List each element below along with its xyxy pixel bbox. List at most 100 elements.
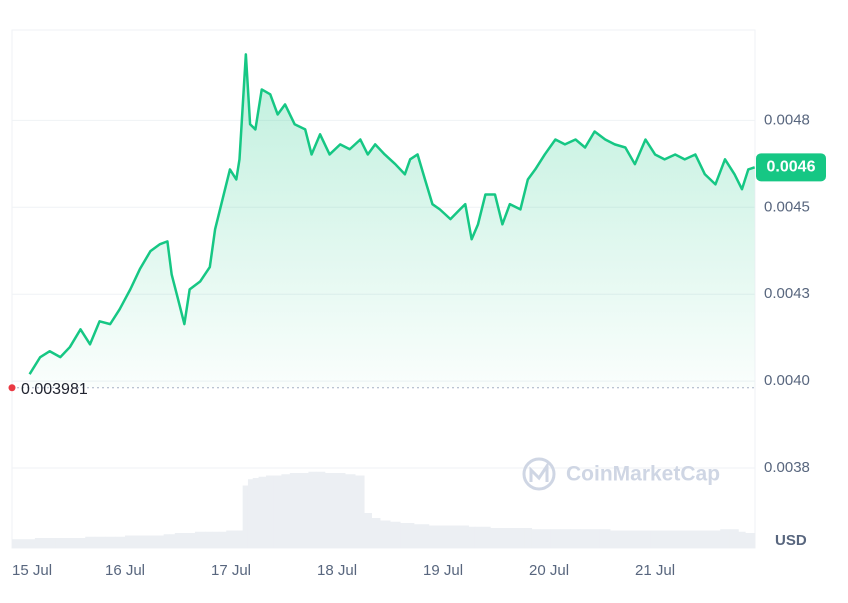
volume-bar <box>390 521 401 548</box>
volume-bar <box>506 528 516 548</box>
y-tick-label: 0.0048 <box>764 111 810 128</box>
volume-bar <box>609 530 621 548</box>
volume-bar <box>125 535 136 548</box>
volume-bar <box>413 524 422 548</box>
current-price-label: 0.0046 <box>767 159 816 176</box>
current-price-badge <box>756 153 826 182</box>
volume-bar <box>710 530 721 548</box>
volume-bar <box>745 533 753 548</box>
price-line <box>28 53 756 375</box>
volume-bar <box>237 530 244 548</box>
volume-bar <box>540 529 551 548</box>
volume-bar <box>355 475 365 548</box>
volume-bar <box>218 531 227 548</box>
volume-bar <box>474 526 483 548</box>
volume-bar <box>371 518 381 548</box>
volume-bar <box>145 535 156 548</box>
volume-bar <box>281 474 291 548</box>
volume-bar <box>570 529 581 548</box>
currency-label: USD <box>775 532 807 549</box>
volume-bar <box>242 485 249 548</box>
volume-bar <box>700 530 711 548</box>
volume-bar <box>455 525 464 548</box>
volume-bar <box>729 529 739 548</box>
x-tick-label: 19 Jul <box>423 562 463 579</box>
volume-bar <box>104 536 116 548</box>
volume-bar <box>379 520 391 548</box>
watermark-text: CoinMarketCap <box>566 463 720 486</box>
volume-bar <box>75 538 86 548</box>
volume-bar <box>174 533 182 548</box>
volume-bar <box>531 529 541 548</box>
volume-bar <box>324 473 336 548</box>
x-tick-label: 15 Jul <box>12 562 52 579</box>
x-tick-label: 21 Jul <box>635 562 675 579</box>
volume-bar <box>669 530 681 548</box>
y-tick-label: 0.0040 <box>764 372 810 389</box>
volume-bar <box>265 475 275 548</box>
volume-bar <box>247 479 254 548</box>
volume-bar <box>481 526 491 548</box>
price-area <box>29 54 755 388</box>
baseline-dot <box>8 384 16 392</box>
volume-bar <box>679 530 691 548</box>
volume-bar <box>308 471 317 548</box>
volume-bar <box>599 529 611 548</box>
volume-bar <box>650 530 661 548</box>
volume-bar <box>659 530 671 548</box>
volume-bar <box>468 526 476 548</box>
volume-bar <box>212 531 220 548</box>
volume-bar <box>289 473 301 548</box>
volume-bar <box>85 536 96 548</box>
volume-bar <box>400 523 409 548</box>
volume-bar <box>233 530 239 548</box>
volume-bar <box>65 538 76 548</box>
volume-bar <box>364 513 372 548</box>
volume-bar <box>299 473 309 548</box>
volume-bar <box>169 534 176 548</box>
volume-bar <box>550 529 561 548</box>
volume-bar <box>428 525 437 548</box>
volume-bar <box>640 530 651 548</box>
volume-bar <box>436 525 446 548</box>
volume-bar <box>498 528 507 548</box>
volume-bar <box>44 538 56 548</box>
baseline-label: 0.003981 <box>21 381 88 398</box>
y-tick-label: 0.0038 <box>764 459 810 476</box>
volume-bar <box>720 529 731 548</box>
volume-bar <box>194 531 206 548</box>
volume-bar <box>515 528 525 548</box>
volume-bar <box>181 533 188 548</box>
volume-bar <box>55 538 66 548</box>
volume-bar <box>34 538 46 548</box>
volume-bar <box>445 525 456 548</box>
volume-bar <box>114 536 126 548</box>
volume-bar <box>344 474 356 548</box>
volume-bar <box>751 533 756 548</box>
x-tick-label: 18 Jul <box>317 562 357 579</box>
x-tick-label: 16 Jul <box>105 562 145 579</box>
volume-bar <box>421 524 430 548</box>
volume-bar <box>630 530 641 548</box>
volume-bar <box>258 476 267 548</box>
volume-bar <box>620 530 631 548</box>
volume-bar <box>187 533 196 548</box>
volume-bar <box>462 525 469 548</box>
y-tick-label: 0.0043 <box>764 285 810 302</box>
x-tick-label: 20 Jul <box>529 562 569 579</box>
volume-bar <box>407 523 415 548</box>
volume-bar <box>560 529 571 548</box>
volume-bar <box>524 528 533 548</box>
volume-bar <box>135 535 146 548</box>
volume-bar <box>12 539 36 548</box>
volume-bar <box>226 530 234 548</box>
volume-bar <box>155 535 165 548</box>
y-tick-label: 0.0045 <box>764 198 810 215</box>
volume-bar <box>490 528 500 548</box>
volume-bar <box>580 529 591 548</box>
volume-bar <box>273 475 282 548</box>
volume-bar <box>205 531 213 548</box>
volume-bar <box>589 529 601 548</box>
